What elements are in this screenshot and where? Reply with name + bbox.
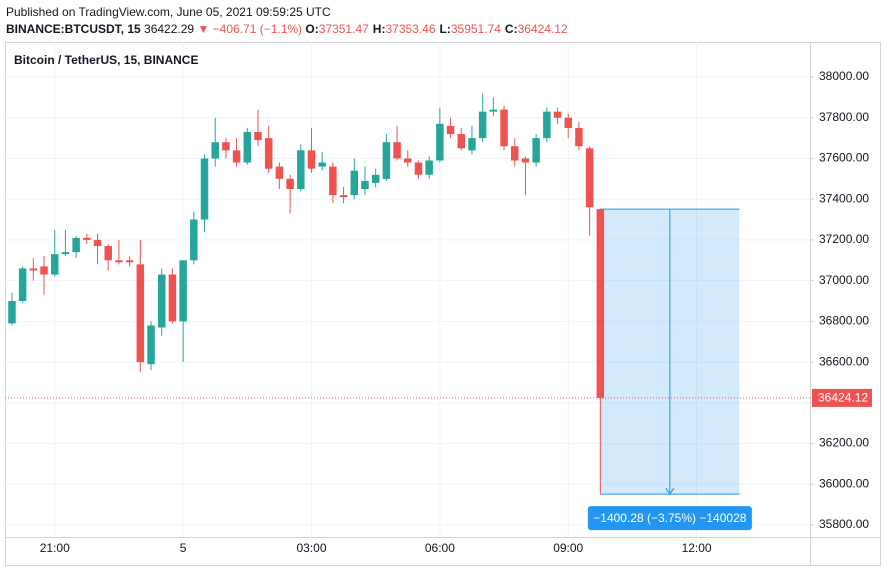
candle-body xyxy=(83,237,91,240)
last-price-box xyxy=(812,388,872,407)
ohlc-key: O: xyxy=(305,22,319,36)
candle-body xyxy=(404,158,412,163)
candle-body xyxy=(232,150,241,163)
candle-body xyxy=(275,166,284,179)
candle-body xyxy=(371,174,380,183)
candle-body xyxy=(40,266,48,275)
candle-body xyxy=(425,160,433,175)
candle-body xyxy=(51,254,59,275)
candle-body xyxy=(264,138,273,169)
candle-body xyxy=(104,246,112,261)
candle-body xyxy=(318,162,326,167)
candle-body xyxy=(489,109,498,112)
y-tick-label: 36800.00 xyxy=(819,314,869,328)
candle-body xyxy=(414,162,423,175)
candle-body xyxy=(339,195,348,198)
y-tick-label: 36200.00 xyxy=(819,436,869,450)
candle-body xyxy=(72,237,80,253)
candle-body xyxy=(61,252,70,255)
candle-body xyxy=(361,180,369,190)
change: ▼ −406.71 (−1.1%) xyxy=(197,22,303,36)
y-tick-label: 36600.00 xyxy=(819,354,869,368)
candle-body xyxy=(500,109,508,147)
ohlc-key: L: xyxy=(439,22,451,36)
symbol: BINANCE:BTCUSDT, 15 xyxy=(6,22,141,36)
candle-body xyxy=(157,274,166,328)
candle-body xyxy=(243,132,252,163)
x-tick-label: 5 xyxy=(180,541,187,555)
candle-body xyxy=(478,111,487,139)
candle-body xyxy=(179,260,187,322)
ohlc-value: 36424.12 xyxy=(517,22,568,36)
chart-title: Bitcoin / TetherUS, 15, BINANCE xyxy=(14,53,198,67)
candle-body xyxy=(511,146,519,161)
candle-body xyxy=(446,125,455,135)
y-tick-label: 38000.00 xyxy=(819,69,869,83)
candle-body xyxy=(222,142,230,151)
candle-body xyxy=(350,170,359,196)
candle-body xyxy=(211,142,219,159)
candle-body xyxy=(286,178,294,190)
y-tick-label: 37000.00 xyxy=(819,273,869,287)
candle-body xyxy=(553,111,562,118)
candle-body xyxy=(436,123,444,161)
candle-body xyxy=(115,260,123,263)
candle-body xyxy=(29,268,38,271)
candle-body xyxy=(125,260,134,263)
candle-body xyxy=(8,301,16,324)
candle-body xyxy=(254,132,262,141)
candle-body xyxy=(329,166,337,196)
ohlc-key: C: xyxy=(504,22,518,36)
candle-body xyxy=(457,134,465,149)
candle-body xyxy=(382,142,391,179)
candle-body xyxy=(307,150,316,169)
y-tick-label: 35800.00 xyxy=(819,517,869,531)
y-tick-label: 37200.00 xyxy=(819,232,869,246)
x-tick-label: 06:00 xyxy=(425,541,455,555)
y-tick-label: 37400.00 xyxy=(819,191,869,205)
candle-body xyxy=(564,117,572,128)
measure-arrowhead xyxy=(665,487,675,495)
candle-body xyxy=(575,127,583,147)
y-tick-label: 37600.00 xyxy=(819,151,869,165)
last-price-label: 36424.12 xyxy=(818,391,868,405)
price: 36422.29 xyxy=(144,22,195,36)
candle-body xyxy=(393,142,401,159)
ohlc: O:37351.47 H:37353.46 L:35951.74 C:36424.12 xyxy=(305,22,571,36)
y-tick-label: 37800.00 xyxy=(819,110,869,124)
candle-body xyxy=(521,158,530,163)
candle-body xyxy=(532,138,540,163)
measure-label: −1400.28 (−3.75%) −140028 xyxy=(593,511,746,525)
x-tick-label: 12:00 xyxy=(682,541,712,555)
ohlc-key: H: xyxy=(372,22,386,36)
ohlc-value: 37353.46 xyxy=(385,22,436,36)
candle-body xyxy=(596,209,605,398)
ohlc-value: 37351.47 xyxy=(318,22,369,36)
candle-body xyxy=(168,274,177,322)
published-line: Published on TradingView.com, June 05, 2… xyxy=(6,5,331,19)
candle-body xyxy=(147,325,155,365)
candle-body xyxy=(543,111,551,139)
ohlc-value: 35951.74 xyxy=(450,22,501,36)
plot: −1400.28 (−3.75%) −140028 xyxy=(5,93,810,531)
candle-body xyxy=(93,239,102,247)
candle-body xyxy=(468,138,476,151)
candle-body xyxy=(297,150,305,190)
x-tick-label: 03:00 xyxy=(296,541,326,555)
candle-body xyxy=(585,148,594,208)
chart-frame xyxy=(5,42,881,566)
candle-body xyxy=(200,158,209,220)
candle-body xyxy=(136,264,145,363)
measure-label-box xyxy=(587,506,752,531)
x-tick-label: 09:00 xyxy=(553,541,583,555)
x-tick-label: 21:00 xyxy=(40,541,70,555)
symbol-line: BINANCE:BTCUSDT, 15 36422.29 ▼ −406.71 (… xyxy=(6,22,572,36)
candle-body xyxy=(18,268,27,302)
y-tick-label: 36000.00 xyxy=(819,476,869,490)
candle-body xyxy=(190,219,198,261)
